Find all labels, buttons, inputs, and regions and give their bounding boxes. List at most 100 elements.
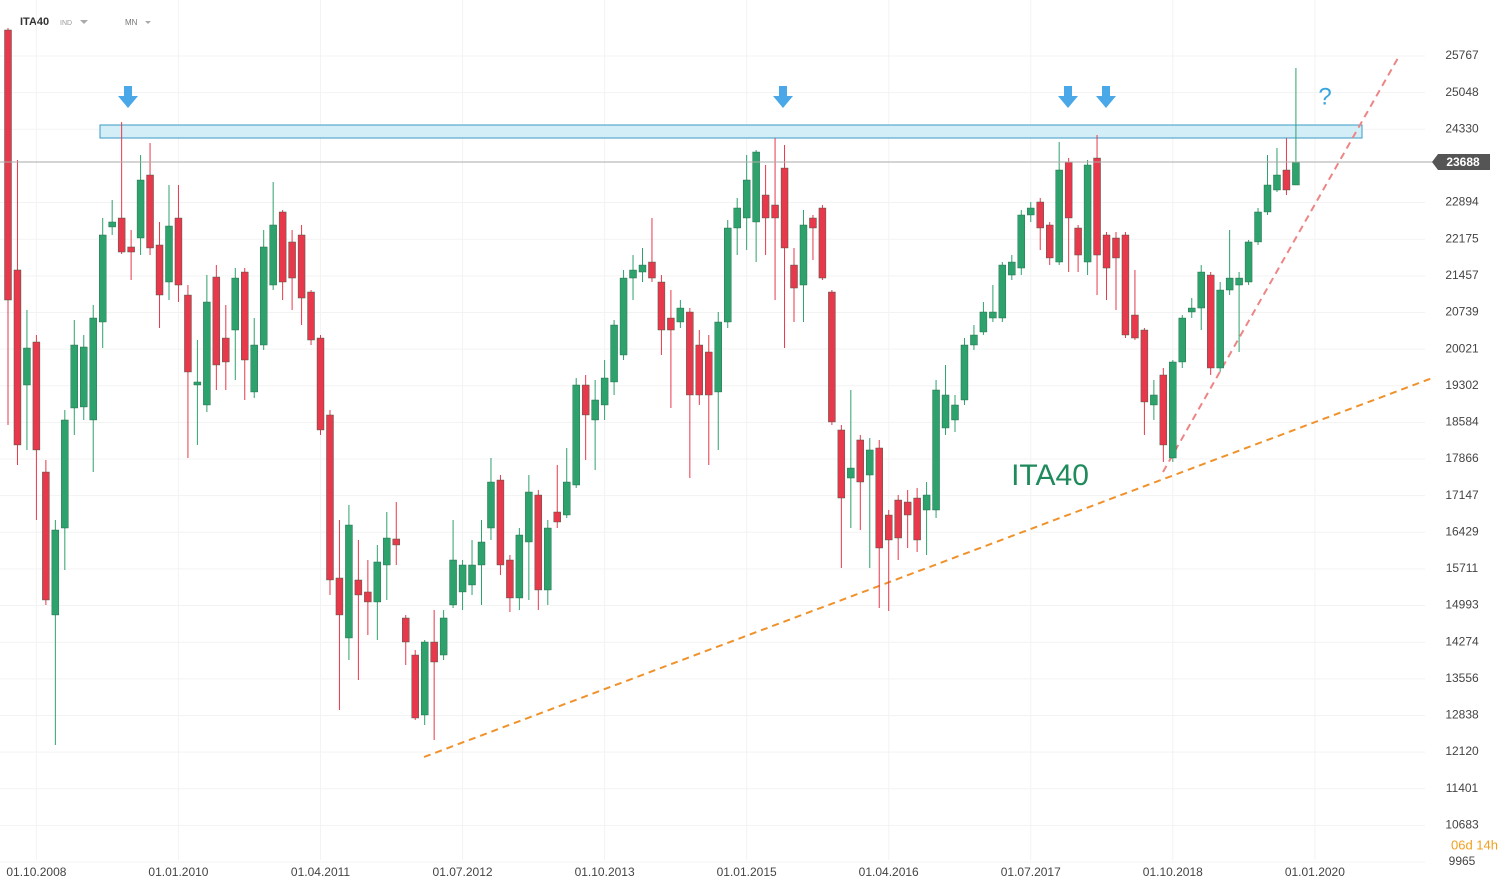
y-tick-label: 25767 [1445,48,1479,62]
candle-body [903,501,912,516]
candle-body [108,221,116,228]
candle-body [1027,207,1035,216]
candle-body [1169,361,1177,459]
candle-body [326,414,334,581]
candle-body [70,344,78,409]
candle-body [1083,164,1092,263]
candle-body [771,204,779,219]
candle-body [1150,394,1158,406]
candle-body [420,641,429,716]
y-tick-label: 11401 [1446,781,1479,795]
candle-body [241,271,249,361]
y-tick-label: 18584 [1445,415,1479,429]
candle-body [278,211,287,283]
candle-body [155,244,164,296]
candle-body [23,347,31,386]
candle-body [288,241,296,279]
candle-body [184,294,192,373]
candle-body [383,537,391,566]
candle-body [1225,277,1234,291]
candle-body [307,291,315,341]
dropdown-icon[interactable] [145,21,151,24]
candle-body [742,179,751,219]
y-tick-label: 21457 [1445,268,1479,282]
candle-body [998,264,1007,319]
y-tick-label: 12838 [1445,708,1479,722]
candle-body [828,291,836,423]
candle-body [259,246,268,346]
candle-body [960,344,969,401]
y-tick-label: 12120 [1445,744,1479,758]
symbol[interactable]: ITA40 [20,16,49,28]
candle-body [885,514,893,541]
x-tick-label: 01.10.2008 [6,865,66,879]
candle-body [1112,237,1120,259]
candle-body [1008,261,1016,276]
candle-body [695,344,704,396]
candle-body [667,317,675,331]
candle-body [866,449,874,476]
candle-body [117,217,126,253]
y-tick-label: 14274 [1445,634,1479,648]
dropdown-icon[interactable] [80,20,88,24]
y-tick-label: 20021 [1445,341,1479,355]
candle-body [146,174,154,249]
interval[interactable]: MN [125,18,138,27]
candle-body [250,344,258,393]
candle-body [1064,161,1073,219]
candle-body [42,471,50,601]
candle-body [345,524,353,639]
support-trendline [423,376,1436,758]
x-tick-label: 01.01.2015 [717,865,777,879]
candle-body [4,29,12,301]
y-tick-label: 25048 [1445,85,1479,99]
market: IND [60,20,72,27]
candle-body [1017,214,1025,269]
arrows [118,86,1116,108]
candle-body [676,307,685,323]
candle-body [941,394,950,429]
candle-body [1074,227,1082,256]
candle-body [487,481,495,529]
candle-body [799,224,808,286]
y-tick-label: 20739 [1445,305,1479,319]
candle-body [657,281,666,331]
candle-body [686,311,694,396]
y-tick-label: 10683 [1445,818,1479,832]
x-tick-label: 01.04.2016 [859,865,919,879]
candle-body [477,541,486,566]
candle-body [80,346,88,408]
y-tick-label: 9965 [1449,854,1476,868]
down-arrow [1058,86,1078,108]
candle-body [32,341,41,451]
candle-body [1121,234,1130,336]
down-arrow [773,86,793,108]
candle-body [439,617,448,656]
y-tick-label: 24330 [1445,121,1479,135]
candle-body [847,467,855,479]
candle-body [316,337,325,431]
candle-body [1036,201,1044,229]
candle-body [1273,174,1281,191]
y-tick-label: 16429 [1445,524,1479,538]
candle-body [203,301,211,406]
candle-body [581,384,590,416]
countdown: 06d 14h [1451,837,1498,852]
candle-body [373,561,382,603]
candle-body [1206,274,1215,369]
candle-body [534,494,543,591]
candle-body [724,227,732,323]
y-tick-label: 14993 [1445,598,1479,612]
candle-body [449,559,457,606]
candle-body [165,225,173,283]
candle-body [127,246,135,253]
annotation-label: ITA40 [1011,459,1089,492]
y-tick-label: 19302 [1445,378,1479,392]
candle-body [98,234,107,323]
candle-body [496,479,505,566]
candle-body [809,217,817,229]
x-tick-label: 01.10.2018 [1143,865,1203,879]
down-arrow [118,86,138,108]
candle-body [610,324,618,383]
